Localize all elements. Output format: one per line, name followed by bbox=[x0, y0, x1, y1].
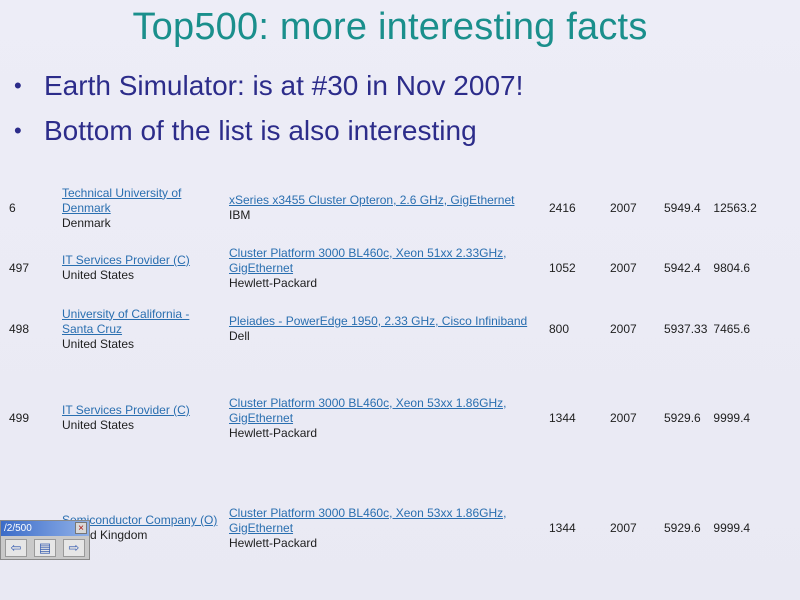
rmax-cell: 5929.6 bbox=[664, 520, 701, 535]
vendor-text: Hewlett-Packard bbox=[229, 275, 318, 290]
table-row: Semiconductor Company (O) United Kingdom… bbox=[6, 478, 776, 578]
rmax-cell: 5949.4 bbox=[664, 200, 701, 215]
vendor-text: Hewlett-Packard bbox=[229, 535, 318, 550]
system-cell: Cluster Platform 3000 BL460c, Xeon 53xx … bbox=[226, 478, 546, 578]
table-row: 497 IT Services Provider (C) United Stat… bbox=[6, 236, 776, 300]
year-cell: 2007 bbox=[610, 200, 637, 215]
vendor-text: Dell bbox=[229, 329, 250, 343]
year-cell: 2007 bbox=[610, 520, 637, 535]
processors-cell: 2416 bbox=[549, 200, 576, 215]
site-link[interactable]: IT Services Provider (C) bbox=[62, 253, 190, 267]
slide-title: Top500: more interesting facts bbox=[132, 6, 648, 48]
system-link[interactable]: xSeries x3455 Cluster Opteron, 2.6 GHz, … bbox=[229, 193, 515, 207]
close-icon[interactable]: × bbox=[75, 522, 87, 534]
site-cell: IT Services Provider (C) United States bbox=[59, 358, 226, 478]
site-cell: University of California - Santa Cruz Un… bbox=[59, 300, 226, 358]
country-text: United States bbox=[62, 336, 135, 351]
bullet-icon: • bbox=[14, 118, 22, 143]
site-link[interactable]: Semiconductor Company (O) bbox=[62, 513, 218, 527]
slide-viewer-toolbar: /2/500 × ⇦ ▤ ⇨ bbox=[0, 520, 90, 560]
rmax-cell: 5937.33 bbox=[664, 321, 708, 336]
bullet-text: Earth Simulator: is at #30 in Nov 2007! bbox=[44, 70, 524, 101]
bullet-item: • Earth Simulator: is at #30 in Nov 2007! bbox=[14, 66, 774, 111]
bullet-list: • Earth Simulator: is at #30 in Nov 2007!… bbox=[14, 66, 774, 156]
previous-slide-icon[interactable]: ⇦ bbox=[5, 539, 27, 557]
vendor-text: Hewlett-Packard bbox=[229, 425, 318, 440]
rpeak-cell: 12563.2 bbox=[713, 200, 757, 215]
system-cell: xSeries x3455 Cluster Opteron, 2.6 GHz, … bbox=[226, 180, 546, 236]
next-slide-icon[interactable]: ⇨ bbox=[63, 539, 85, 557]
rank-cell: 499 bbox=[9, 410, 30, 425]
processors-cell: 1052 bbox=[549, 260, 576, 275]
rpeak-cell: 7465.6 bbox=[713, 321, 751, 336]
site-cell: Technical University of Denmark Denmark bbox=[59, 180, 226, 236]
viewer-titlebar[interactable]: /2/500 × bbox=[1, 521, 89, 536]
vendor-text: IBM bbox=[229, 208, 251, 222]
rpeak-cell: 9999.4 bbox=[713, 520, 751, 535]
year-cell: 2007 bbox=[610, 410, 637, 425]
system-link[interactable]: Pleiades - PowerEdge 1950, 2.33 GHz, Cis… bbox=[229, 314, 528, 328]
processors-cell: 1344 bbox=[549, 520, 576, 535]
system-cell: Cluster Platform 3000 BL460c, Xeon 51xx … bbox=[226, 236, 546, 300]
system-link[interactable]: Cluster Platform 3000 BL460c, Xeon 51xx … bbox=[229, 245, 507, 275]
rpeak-cell: 9999.4 bbox=[713, 410, 751, 425]
country-text: Denmark bbox=[62, 215, 111, 230]
processors-cell: 800 bbox=[549, 321, 570, 336]
site-link[interactable]: IT Services Provider (C) bbox=[62, 403, 190, 417]
rank-cell: 6 bbox=[9, 200, 16, 215]
rpeak-cell: 9804.6 bbox=[713, 260, 751, 275]
bullet-icon: • bbox=[14, 73, 22, 98]
year-cell: 2007 bbox=[610, 260, 637, 275]
table-row: 498 University of California - Santa Cru… bbox=[6, 300, 776, 358]
year-cell: 2007 bbox=[610, 321, 637, 336]
slide-menu-icon[interactable]: ▤ bbox=[34, 539, 56, 557]
country-text: United States bbox=[62, 418, 135, 432]
site-cell: IT Services Provider (C) United States bbox=[59, 236, 226, 300]
top500-table: 6 Technical University of Denmark Denmar… bbox=[6, 180, 776, 578]
viewer-title: /2/500 bbox=[4, 523, 32, 534]
rank-cell: 498 bbox=[9, 321, 30, 336]
system-cell: Pleiades - PowerEdge 1950, 2.33 GHz, Cis… bbox=[226, 300, 546, 358]
table-row: 6 Technical University of Denmark Denmar… bbox=[6, 180, 776, 236]
country-text: United States bbox=[62, 268, 135, 282]
system-link[interactable]: Cluster Platform 3000 BL460c, Xeon 53xx … bbox=[229, 395, 507, 425]
system-link[interactable]: Cluster Platform 3000 BL460c, Xeon 53xx … bbox=[229, 505, 507, 535]
bullet-item: • Bottom of the list is also interesting bbox=[14, 111, 774, 156]
system-cell: Cluster Platform 3000 BL460c, Xeon 53xx … bbox=[226, 358, 546, 478]
rmax-cell: 5942.4 bbox=[664, 260, 701, 275]
rmax-cell: 5929.6 bbox=[664, 410, 701, 425]
rank-cell: 497 bbox=[9, 260, 30, 275]
table-row: 499 IT Services Provider (C) United Stat… bbox=[6, 358, 776, 478]
processors-cell: 1344 bbox=[549, 410, 576, 425]
viewer-buttons: ⇦ ▤ ⇨ bbox=[1, 536, 89, 557]
site-link[interactable]: Technical University of Denmark bbox=[62, 185, 182, 215]
bullet-text: Bottom of the list is also interesting bbox=[44, 115, 477, 146]
site-link[interactable]: University of California - Santa Cruz bbox=[62, 306, 190, 336]
